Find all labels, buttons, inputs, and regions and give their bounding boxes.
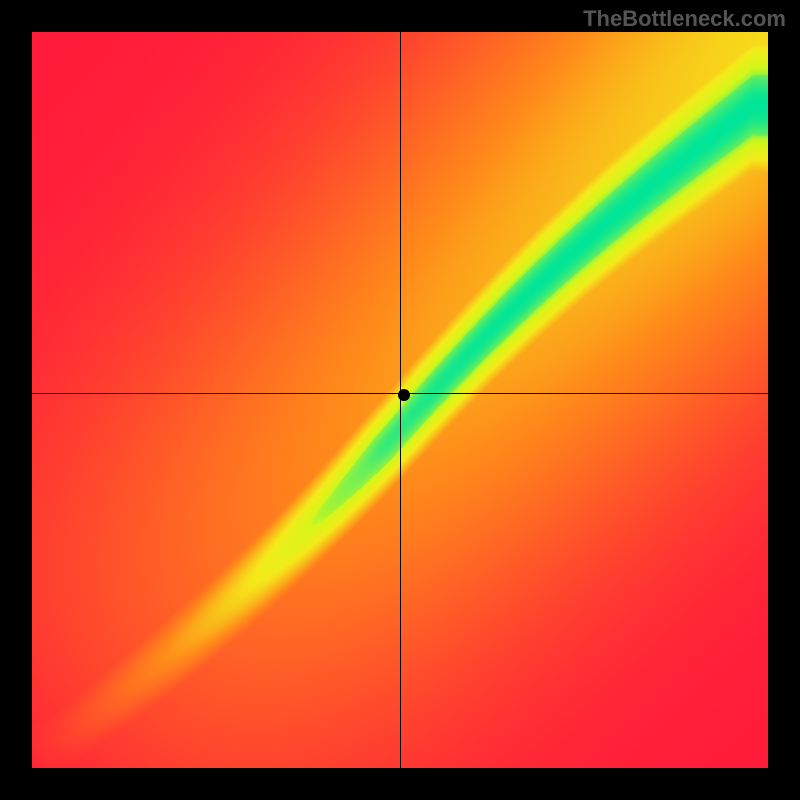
heatmap-plot-area [32, 32, 768, 768]
marker-dot [398, 389, 410, 401]
watermark-text: TheBottleneck.com [583, 6, 786, 32]
